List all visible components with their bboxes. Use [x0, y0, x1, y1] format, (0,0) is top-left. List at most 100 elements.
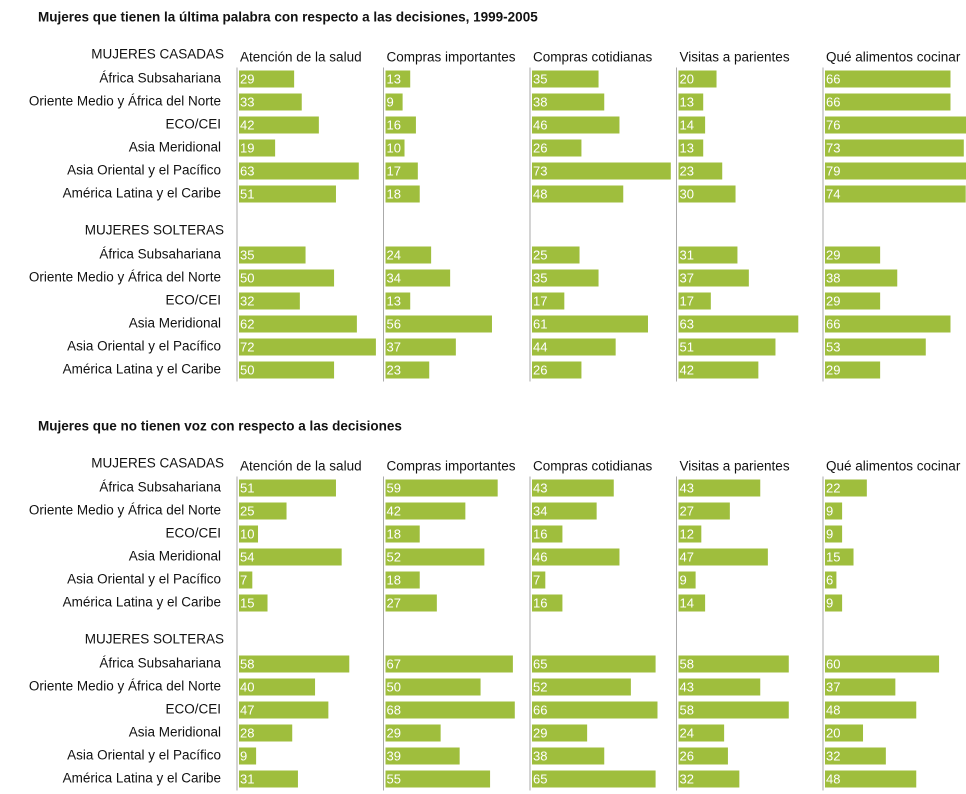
value-label: 35	[533, 71, 547, 86]
bar	[678, 594, 706, 612]
bar	[825, 338, 926, 356]
group-label: MUJERES CASADAS	[91, 47, 224, 62]
bar	[678, 292, 711, 310]
value-label: 38	[533, 94, 547, 109]
value-label: 15	[240, 595, 254, 610]
category-label: África Subsahariana	[99, 247, 221, 262]
value-label: 39	[387, 748, 401, 763]
value-label: 54	[240, 549, 254, 564]
value-label: 50	[387, 679, 401, 694]
bar	[825, 724, 864, 742]
bar	[239, 70, 295, 88]
category-label: Asia Oriental y el Pacífico	[67, 163, 221, 178]
bar	[678, 269, 749, 287]
value-label: 6	[826, 572, 833, 587]
bar	[385, 655, 513, 673]
value-label: 37	[680, 270, 694, 285]
value-label: 42	[680, 362, 694, 377]
bar	[532, 747, 605, 765]
bar	[825, 162, 966, 180]
value-label: 16	[533, 595, 547, 610]
bar	[825, 571, 837, 589]
category-label: Asia Meridional	[129, 316, 221, 331]
bar	[825, 139, 964, 157]
value-label: 52	[533, 679, 547, 694]
value-label: 31	[680, 247, 694, 262]
value-label: 50	[240, 362, 254, 377]
value-label: 26	[680, 748, 694, 763]
category-label: Oriente Medio y África del Norte	[29, 503, 221, 518]
bar	[239, 116, 319, 134]
value-label: 29	[826, 362, 840, 377]
bar	[532, 525, 563, 543]
bar	[678, 338, 776, 356]
value-label: 48	[826, 702, 840, 717]
bar	[385, 361, 430, 379]
bar	[678, 246, 738, 264]
value-label: 47	[240, 702, 254, 717]
bar	[825, 548, 854, 566]
bar	[825, 770, 917, 788]
bar	[532, 162, 671, 180]
value-label: 76	[826, 117, 840, 132]
value-label: 9	[387, 94, 394, 109]
bar	[385, 724, 441, 742]
bar	[678, 548, 768, 566]
value-label: 66	[533, 702, 547, 717]
bar	[532, 479, 614, 497]
bar	[239, 571, 253, 589]
value-label: 59	[387, 480, 401, 495]
value-label: 66	[826, 71, 840, 86]
bar	[239, 292, 300, 310]
bar	[678, 361, 759, 379]
bar	[532, 770, 656, 788]
bar	[825, 246, 881, 264]
panel-header: Compras importantes	[387, 459, 516, 474]
bar	[385, 747, 460, 765]
bar	[825, 655, 940, 673]
value-label: 56	[387, 316, 401, 331]
value-label: 7	[533, 572, 540, 587]
value-label: 13	[387, 293, 401, 308]
category-label: África Subsahariana	[99, 656, 221, 671]
value-label: 58	[680, 702, 694, 717]
bar	[385, 479, 498, 497]
chart-title: Mujeres que no tienen voz con respecto a…	[38, 419, 402, 434]
bar	[825, 747, 886, 765]
value-label: 18	[387, 186, 401, 201]
bar	[825, 701, 917, 719]
category-label: Asia Oriental y el Pacífico	[67, 748, 221, 763]
value-label: 7	[240, 572, 247, 587]
bar	[678, 724, 725, 742]
bar	[532, 502, 597, 520]
value-label: 66	[826, 316, 840, 331]
value-label: 66	[826, 94, 840, 109]
bar	[678, 479, 761, 497]
value-label: 27	[680, 503, 694, 518]
value-label: 32	[680, 771, 694, 786]
value-label: 46	[533, 117, 547, 132]
bar	[385, 116, 416, 134]
category-label: ECO/CEI	[165, 526, 221, 541]
value-label: 26	[533, 140, 547, 155]
panel-header: Compras importantes	[387, 50, 516, 65]
bar	[239, 548, 342, 566]
value-label: 17	[533, 293, 547, 308]
value-label: 28	[240, 725, 254, 740]
value-label: 18	[387, 572, 401, 587]
bar	[825, 269, 898, 287]
bar	[385, 338, 456, 356]
bar	[239, 269, 335, 287]
group-label: MUJERES SOLTERAS	[85, 223, 224, 238]
value-label: 26	[533, 362, 547, 377]
value-label: 43	[680, 480, 694, 495]
bar	[239, 139, 276, 157]
value-label: 20	[680, 71, 694, 86]
bar	[678, 770, 740, 788]
category-label: América Latina y el Caribe	[63, 186, 221, 201]
value-label: 29	[387, 725, 401, 740]
value-label: 74	[826, 186, 840, 201]
bar	[825, 70, 951, 88]
bar	[825, 185, 966, 203]
bar	[825, 525, 843, 543]
